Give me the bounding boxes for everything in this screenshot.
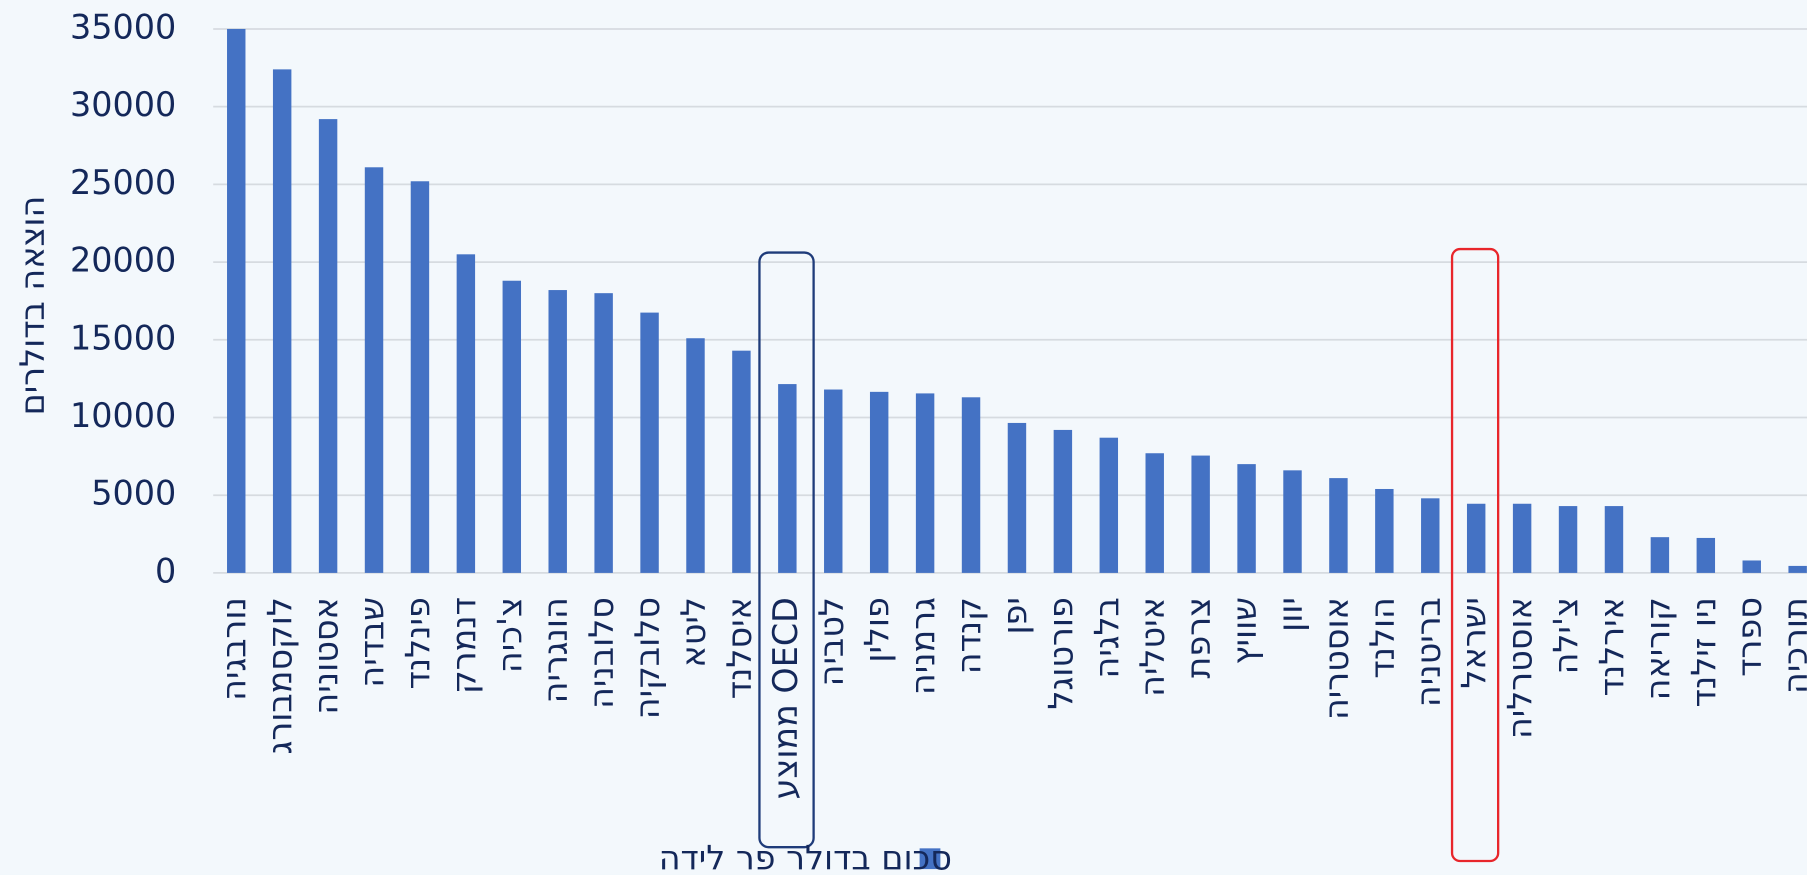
- bar: [594, 293, 613, 573]
- israel-highlight: [1450, 247, 1500, 863]
- x-tick-label: איסלנד: [720, 597, 759, 699]
- y-tick-label: 5000: [91, 474, 176, 513]
- x-tick-label: ספרד: [1730, 597, 1769, 677]
- bar: [915, 393, 935, 573]
- bar: [1007, 422, 1027, 573]
- x-tick-label: אוסטריה: [1317, 597, 1356, 720]
- bar: [318, 119, 338, 573]
- bar: [1742, 560, 1761, 573]
- bar: [456, 254, 476, 573]
- bar: [1466, 503, 1486, 573]
- x-tick-label: אסטוניה: [307, 597, 346, 714]
- bar: [1375, 488, 1394, 573]
- bar: [502, 280, 522, 573]
- x-tick-label: ליטא: [674, 597, 713, 667]
- x-tick-label: סלובניה: [582, 597, 621, 709]
- x-tick-label: גרמניה: [904, 597, 943, 695]
- oecd-highlight: [758, 251, 815, 849]
- x-tick-label: תורכיה: [1776, 597, 1807, 694]
- bar: [1512, 503, 1532, 573]
- bar: [272, 69, 292, 573]
- bar: [732, 350, 751, 573]
- x-tick-label: יוון: [1271, 597, 1310, 632]
- bar: [824, 389, 843, 573]
- x-tick-label: לטביה: [812, 597, 851, 686]
- x-tick-label: אוסטרליה: [1501, 597, 1540, 739]
- x-tick-label: יפן: [995, 597, 1034, 634]
- bar: [1604, 506, 1624, 573]
- y-tick-label: 35000: [70, 7, 176, 46]
- y-tick-label: 0: [155, 551, 176, 590]
- bar: [961, 397, 981, 573]
- y-tick-label: 15000: [70, 318, 176, 357]
- x-tick-label: הונגריה: [536, 597, 575, 703]
- bar: [1053, 429, 1073, 573]
- x-tick-label: הולנד: [1363, 597, 1402, 679]
- legend-label: סכום בדולר פר לידה: [659, 838, 952, 875]
- bar: [1237, 464, 1256, 573]
- y-axis-label: הוצאה בדולרים: [13, 196, 52, 416]
- y-tick-label: 30000: [70, 85, 176, 124]
- bar: [1191, 455, 1210, 573]
- bar: [640, 312, 659, 573]
- labels: 0 5000 10000 15000 20000 25000 30000 35000 נורבג…: [70, 7, 1807, 799]
- bar: [869, 391, 889, 573]
- bar: [778, 384, 797, 573]
- legend: סכום בדולר פר לידה: [659, 838, 952, 875]
- bar: [548, 290, 567, 573]
- x-tick-label: בריטניה: [1409, 597, 1448, 707]
- bar: [1099, 437, 1119, 573]
- x-tick-label: ישראל: [1455, 597, 1494, 688]
- bar: [1650, 537, 1670, 573]
- legend-swatch: [919, 848, 941, 870]
- x-tick-label: שוויץ: [1225, 597, 1264, 664]
- bar: [227, 28, 246, 573]
- bars: [227, 28, 1807, 573]
- bar: [686, 338, 705, 573]
- x-tick-label: צרפת: [1179, 597, 1218, 679]
- x-tick-label: ניו זילנד: [1684, 597, 1723, 707]
- x-tick-label: קנדה: [950, 597, 989, 674]
- x-tick-label: בלגיה: [1087, 597, 1126, 678]
- x-tick-label: אירלנד: [1592, 597, 1631, 696]
- bar: [1329, 478, 1348, 573]
- x-tick-label: סלובקיה: [628, 597, 667, 719]
- x-tick-label: פורטוגל: [1041, 597, 1080, 709]
- x-tick-label: שבדיה: [353, 597, 392, 688]
- bar: [364, 167, 384, 573]
- bar: [1145, 453, 1164, 573]
- y-tick-label: 20000: [70, 241, 176, 280]
- x-tick-label: פינלנד: [398, 597, 437, 689]
- bar: [1421, 498, 1440, 573]
- x-tick-label: איטליה: [1133, 597, 1172, 697]
- y-tick-label: 25000: [70, 163, 176, 202]
- x-tick-label: נורבגיה: [215, 597, 254, 701]
- x-tick-label: קוריאה: [1638, 597, 1677, 700]
- x-tick-label: פולין: [858, 597, 897, 663]
- bar: [1558, 506, 1578, 573]
- x-tick-label: ממוצע OECD: [766, 597, 805, 799]
- x-tick-label: דנמרק: [444, 597, 483, 694]
- bar: [1696, 537, 1716, 573]
- bar: [410, 181, 430, 573]
- bar: [1283, 470, 1302, 573]
- y-tick-label: 10000: [70, 396, 176, 435]
- x-tick-label: צ'כיה: [490, 597, 529, 673]
- x-tick-label: צ'ילה: [1547, 597, 1586, 674]
- bar: [1788, 565, 1807, 573]
- x-tick-label: לוקסמבורג: [261, 597, 300, 754]
